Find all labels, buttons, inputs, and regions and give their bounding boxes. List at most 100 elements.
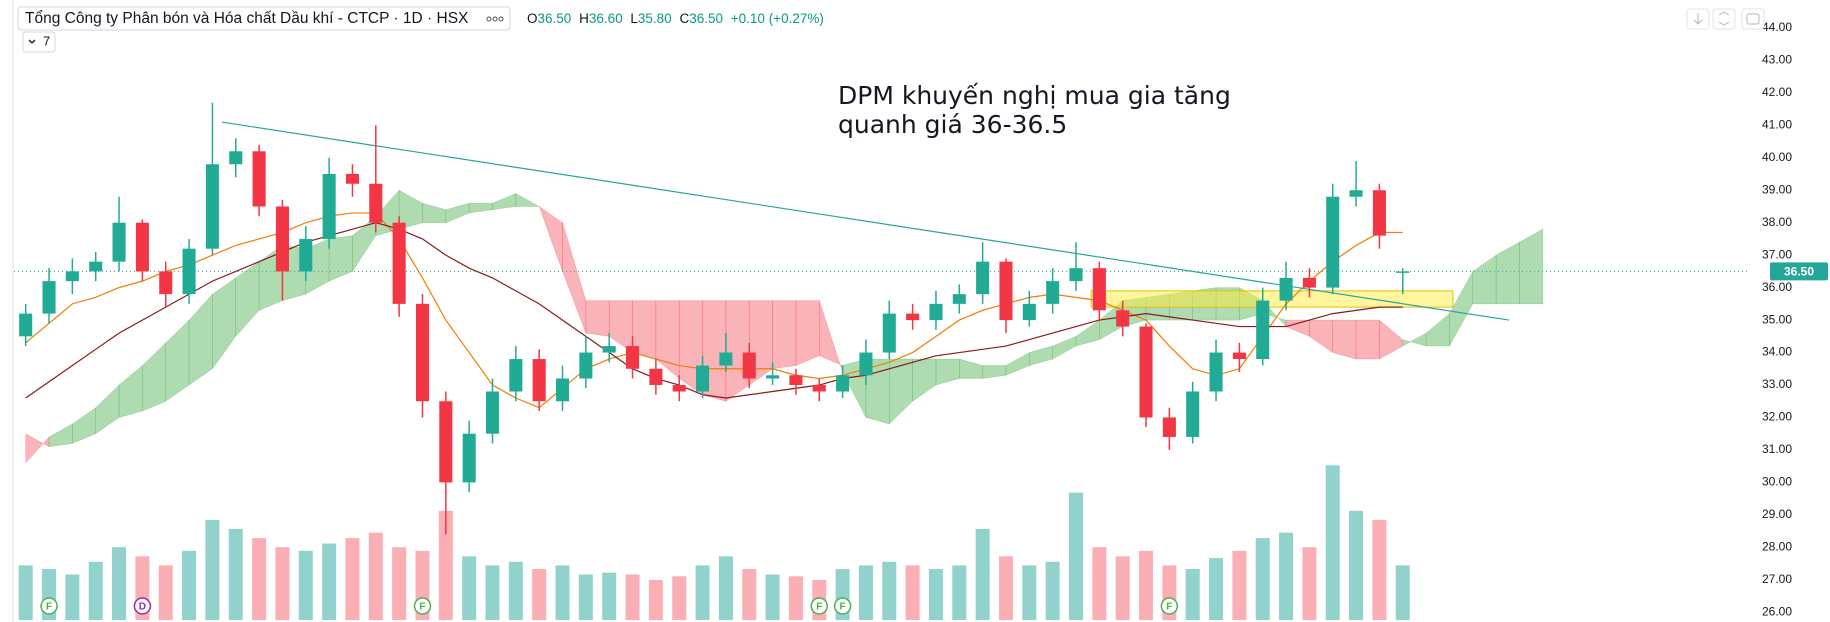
cloud-segment [515,193,541,207]
candle-body [1162,417,1176,437]
cloud-segment [912,358,937,402]
event-marker [40,597,58,615]
volume-bar [648,579,663,620]
y-tick-label: 34.00 [1762,345,1792,359]
cloud-segment [25,433,50,464]
candle-body [626,346,640,369]
candle-body [19,313,33,337]
volume-bar [1255,538,1270,620]
cloud-segment [655,300,680,380]
candle-body [532,359,546,402]
candle-body [89,261,103,272]
volume-bar [18,565,33,620]
candle-body [1279,277,1293,301]
candle-body [602,346,616,353]
candle-body [1186,391,1200,437]
y-tick-label: 40.00 [1762,150,1792,164]
candle-body [135,222,149,272]
high-value: 36.60 [589,11,623,26]
cloud-segment [1029,345,1053,366]
volume-bar [322,543,337,620]
candle-body [299,238,313,272]
y-tick-label: 27.00 [1762,572,1792,586]
volume-bar [1232,550,1247,620]
y-tick-label: 30.00 [1762,475,1792,489]
candle-body [1139,326,1153,418]
candle-body [205,164,219,249]
volume-bar [625,574,640,620]
candle-body [485,391,500,434]
cloud-segment [562,222,587,334]
last-price-badge [1770,262,1828,281]
close-label: C [679,11,689,26]
volume-bar [182,550,197,620]
cloud-segment [1495,241,1520,305]
candle-body [369,183,383,223]
volume-bar [88,561,103,620]
symbol-box[interactable] [17,6,511,31]
cloud-segment [1472,254,1497,305]
volume-bar [1372,519,1387,620]
cloud-segment [142,342,166,412]
moving-average [25,212,1403,409]
candle-body [509,359,523,392]
volume-bar [928,569,943,620]
cloud-segment [982,365,1007,379]
y-tick-label: 36.00 [1762,280,1792,294]
cloud-segment [165,319,190,402]
ohlc: O36.50 H36.60 L35.80 C36.50 +0.10 (+0.27… [527,11,824,26]
cloud-segment [72,407,96,444]
volume-bar [205,519,220,620]
volume-bar [275,547,290,620]
open-label: O [527,11,538,26]
y-tick-label: 41.00 [1762,117,1792,131]
event-label: F [1166,602,1172,613]
more-icon[interactable] [486,16,504,22]
event-marker [133,597,152,615]
cloud-segment [468,202,493,214]
cloud-segment [1449,271,1474,347]
candle-body [719,352,733,366]
volume-bar [602,572,617,620]
volume-bar [1045,561,1060,620]
volume-bar [975,529,990,620]
high-label: H [579,11,589,26]
candle-body [859,352,873,376]
candle-body [555,378,570,402]
candle-body [112,222,126,262]
cloud-segment [1379,319,1404,360]
pane-buttons[interactable] [1686,8,1765,30]
candle-body [182,248,196,295]
annotation: quanh giá 36-36.5 [838,110,1067,139]
candle-body [392,222,406,304]
volume-bar [695,565,710,620]
candle-body [999,261,1013,321]
volume-bar [65,574,80,620]
volume-bar [672,576,687,620]
candle-body [42,281,56,314]
volume-bar [1279,532,1294,620]
candle-body [345,174,359,184]
y-tick-label: 31.00 [1762,442,1792,456]
cloud-segment [212,277,237,370]
candle-body [322,174,336,239]
close-value: 36.50 [689,11,723,26]
indicator-toggle[interactable] [22,31,56,53]
volume-bar [1302,547,1317,620]
candle-body [1396,271,1410,273]
y-tick-label: 43.00 [1762,53,1792,67]
volume-bar [438,510,453,620]
event-label: F [46,602,52,613]
y-tick-label: 37.00 [1762,247,1792,261]
event-marker [1160,597,1179,615]
y-tick-label: 29.00 [1762,507,1792,521]
plot-area: F D F F F F 26.00 27.00 28.00 29.00 30.00 31.00 32.0… [14,20,1828,620]
volume-bar [1185,569,1200,620]
volume-bar [718,556,733,620]
volume-bar [368,532,383,620]
candle-body [1209,352,1223,392]
volume-bar [1325,465,1340,620]
cloud-segment [118,365,143,418]
low-label: L [630,11,638,26]
